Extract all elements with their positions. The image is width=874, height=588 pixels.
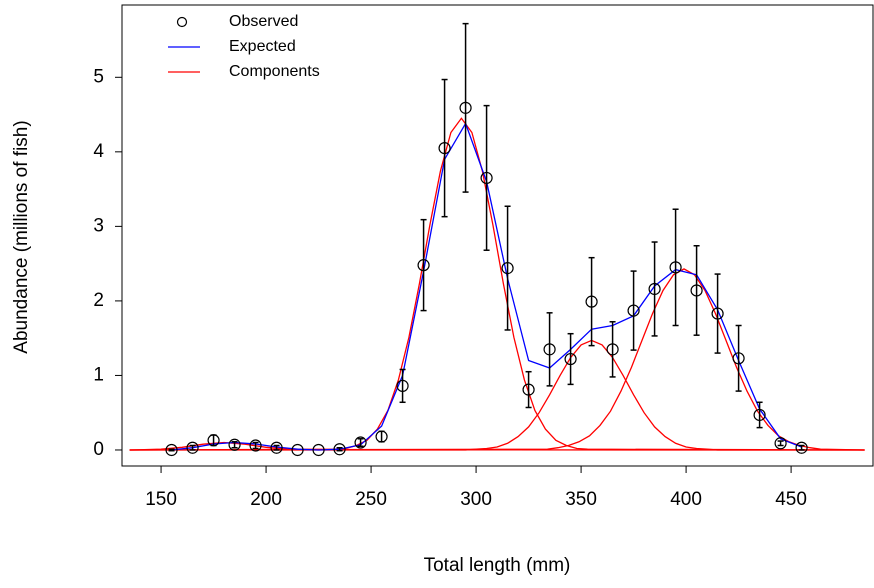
error-bar [756,401,763,429]
observed-point [522,383,535,396]
observed-point [480,171,493,185]
component-curve [129,268,865,451]
error-bar [630,270,637,351]
error-bar [777,440,784,447]
observed-point [606,343,619,356]
x-tick-label: 300 [460,489,492,510]
plot-frame [121,4,874,467]
observed-point [795,441,808,454]
x-tick-label: 200 [250,489,282,510]
observed-point [459,101,472,114]
error-bar [714,273,721,354]
error-bar [357,438,364,447]
observed-point [501,262,514,275]
x-axis-label: Total length (mm) [424,555,571,576]
error-bar [546,312,553,387]
error-bar [693,244,700,336]
error-bar [231,441,238,449]
observed-point [354,436,367,449]
x-tick-label: 450 [775,489,807,510]
error-bar [525,370,532,409]
error-bar [168,448,175,452]
error-bar [441,78,448,218]
y-axis-label: Abundance (millions of fish) [11,120,32,353]
component-curve [129,339,865,451]
y-tick-label: 2 [93,290,104,311]
y-tick-label: 4 [93,141,104,162]
error-bar [609,321,616,378]
error-bar [420,218,427,312]
y-tick-label: 5 [93,66,104,87]
observed-point [711,307,724,320]
error-bar [399,368,406,404]
observed-point [312,443,325,457]
observed-point [753,408,766,422]
observed-point [375,430,388,443]
error-bar [378,430,385,443]
legend-label: Components [229,63,320,80]
error-bar [651,241,658,337]
observed-point [333,443,346,456]
x-tick-label: 150 [145,489,177,510]
observed-point [732,352,745,365]
observed-point [291,443,304,457]
error-bar [189,444,196,451]
error-bar [273,444,280,451]
observed-point [270,441,283,454]
x-tick-label: 250 [355,489,387,510]
observed-point [165,443,178,457]
observed-point [774,437,787,450]
component-curve [129,117,865,451]
error-bar [798,444,805,451]
observed-point [648,282,661,296]
observed-point [249,439,262,452]
y-tick-label: 1 [93,364,104,385]
observed-point [543,343,556,356]
observed-point [207,434,220,447]
observed-point [396,379,409,392]
observed-point [417,259,430,272]
observed-point [627,304,640,317]
error-bar [252,441,259,450]
legend-label: Expected [229,38,296,55]
observed-point [585,295,598,308]
error-bar [336,446,343,452]
legend-label: Observed [229,13,298,30]
observed-point [438,142,451,155]
error-bar [504,205,511,331]
legend-symbol [176,16,188,28]
observed-point [186,441,199,454]
x-tick-label: 350 [565,489,597,510]
observed-point [669,261,682,274]
error-bar [672,208,679,327]
error-bar [588,256,595,347]
error-bar [567,332,574,386]
error-bar [462,22,469,193]
observed-point [228,438,241,451]
error-bar [483,104,490,251]
y-tick-label: 3 [93,215,104,236]
y-tick-label: 0 [93,439,104,460]
observed-point [690,284,703,297]
error-bar [735,324,742,392]
x-tick-label: 400 [670,489,702,510]
observed-point [564,352,577,366]
